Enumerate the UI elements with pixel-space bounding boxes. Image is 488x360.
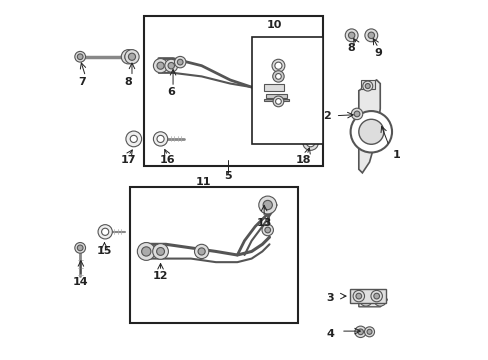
Circle shape <box>275 99 281 104</box>
Bar <box>144 16 323 166</box>
Circle shape <box>370 291 382 302</box>
Circle shape <box>156 248 164 255</box>
Text: 3: 3 <box>326 293 333 303</box>
Text: 8: 8 <box>124 77 132 87</box>
Bar <box>264 84 283 91</box>
Circle shape <box>264 227 270 233</box>
Text: 18: 18 <box>295 156 310 165</box>
Circle shape <box>270 83 279 91</box>
Bar <box>130 187 298 323</box>
Text: 17: 17 <box>121 156 136 165</box>
Circle shape <box>177 59 183 65</box>
Text: 15: 15 <box>97 247 112 256</box>
Circle shape <box>125 131 142 147</box>
Circle shape <box>198 248 205 255</box>
Circle shape <box>350 108 362 120</box>
Circle shape <box>168 63 174 69</box>
Circle shape <box>373 293 379 299</box>
Circle shape <box>364 327 374 337</box>
Circle shape <box>355 293 361 299</box>
Circle shape <box>263 201 272 210</box>
Circle shape <box>137 243 155 260</box>
Circle shape <box>348 32 354 39</box>
Circle shape <box>274 62 282 69</box>
Circle shape <box>352 291 364 302</box>
Polygon shape <box>358 293 386 307</box>
Bar <box>360 80 374 89</box>
Circle shape <box>350 111 391 153</box>
Text: 16: 16 <box>160 156 175 165</box>
Text: 11: 11 <box>195 177 211 187</box>
Circle shape <box>354 326 366 338</box>
Text: 2: 2 <box>322 111 330 121</box>
Circle shape <box>102 228 108 235</box>
Circle shape <box>365 84 369 89</box>
Circle shape <box>174 57 185 68</box>
Circle shape <box>98 225 112 239</box>
Circle shape <box>269 100 280 111</box>
Circle shape <box>364 29 377 42</box>
Text: 5: 5 <box>224 171 232 181</box>
Circle shape <box>353 111 359 117</box>
Circle shape <box>121 50 135 64</box>
Circle shape <box>305 138 314 147</box>
Circle shape <box>359 293 372 306</box>
Circle shape <box>153 132 167 146</box>
Circle shape <box>124 50 139 64</box>
Circle shape <box>275 73 281 79</box>
Circle shape <box>271 59 285 72</box>
Circle shape <box>77 54 83 60</box>
Text: 13: 13 <box>256 218 271 228</box>
Bar <box>264 99 288 102</box>
Circle shape <box>142 247 151 256</box>
Text: 9: 9 <box>374 48 382 58</box>
Text: 14: 14 <box>73 277 88 287</box>
Text: 10: 10 <box>266 19 282 30</box>
Circle shape <box>272 71 284 82</box>
Circle shape <box>345 29 357 42</box>
Circle shape <box>376 296 383 303</box>
Text: 1: 1 <box>392 150 399 160</box>
Circle shape <box>164 59 177 72</box>
Text: 8: 8 <box>347 43 355 53</box>
Circle shape <box>77 245 83 251</box>
Circle shape <box>130 135 137 143</box>
Circle shape <box>271 102 277 108</box>
Circle shape <box>373 293 386 306</box>
Circle shape <box>362 81 372 91</box>
Text: 6: 6 <box>167 87 175 98</box>
Circle shape <box>272 96 283 107</box>
Text: 7: 7 <box>78 77 86 87</box>
Circle shape <box>75 243 85 253</box>
Circle shape <box>157 62 164 69</box>
Circle shape <box>153 59 167 73</box>
Circle shape <box>75 51 85 62</box>
Circle shape <box>194 244 208 258</box>
Circle shape <box>157 135 164 143</box>
Bar <box>349 289 385 303</box>
Circle shape <box>262 224 273 236</box>
Circle shape <box>266 79 282 95</box>
Bar <box>265 94 287 98</box>
Text: 12: 12 <box>152 271 168 282</box>
Polygon shape <box>358 80 380 173</box>
Circle shape <box>367 32 374 39</box>
Circle shape <box>124 53 132 60</box>
Circle shape <box>302 135 318 150</box>
Circle shape <box>152 244 168 259</box>
Circle shape <box>358 119 383 144</box>
Text: 4: 4 <box>325 329 333 339</box>
Circle shape <box>128 53 135 60</box>
Circle shape <box>258 196 276 214</box>
Circle shape <box>366 329 371 334</box>
Bar <box>251 37 323 144</box>
Circle shape <box>362 296 368 303</box>
Circle shape <box>357 329 363 335</box>
